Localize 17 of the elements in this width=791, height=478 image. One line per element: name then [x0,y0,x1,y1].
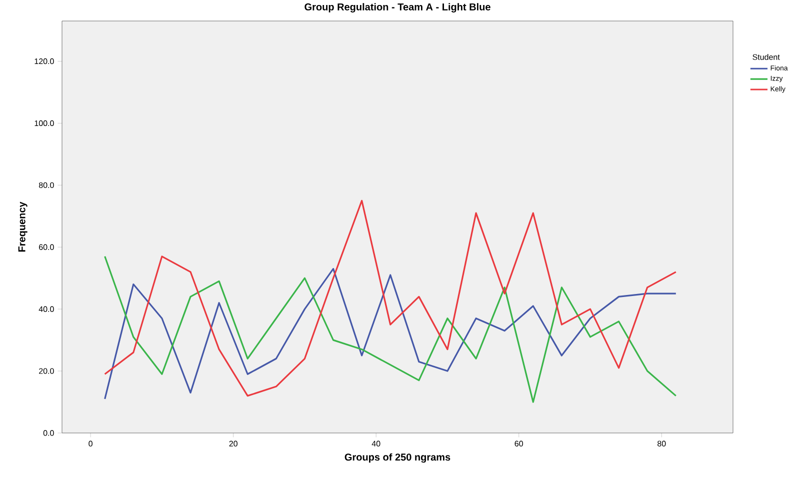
line-series [104,200,677,397]
y-tick-label: 80.0 [38,182,54,188]
y-tick-label: 0.0 [43,430,54,436]
x-tick-label: 60 [514,440,523,446]
y-axis-title: Frequency [18,202,28,252]
y-tick-label: 120.0 [34,58,54,64]
chart-title: Group Regulation - Team A - Light Blue [304,3,490,12]
x-tick-label: 0 [88,440,92,446]
y-tick-label: 20.0 [39,368,54,374]
y-tick-label: 60.0 [39,244,54,250]
y-tick-label: 40.0 [38,306,54,312]
y-tick-label: 100.0 [34,120,54,126]
x-tick-label: 20 [229,440,238,446]
x-tick-label: 80 [658,440,666,446]
legend-title: Student [752,54,780,60]
x-tick-label: 40 [372,440,380,446]
x-axis-title: Groups of 250 ngrams [344,453,450,463]
